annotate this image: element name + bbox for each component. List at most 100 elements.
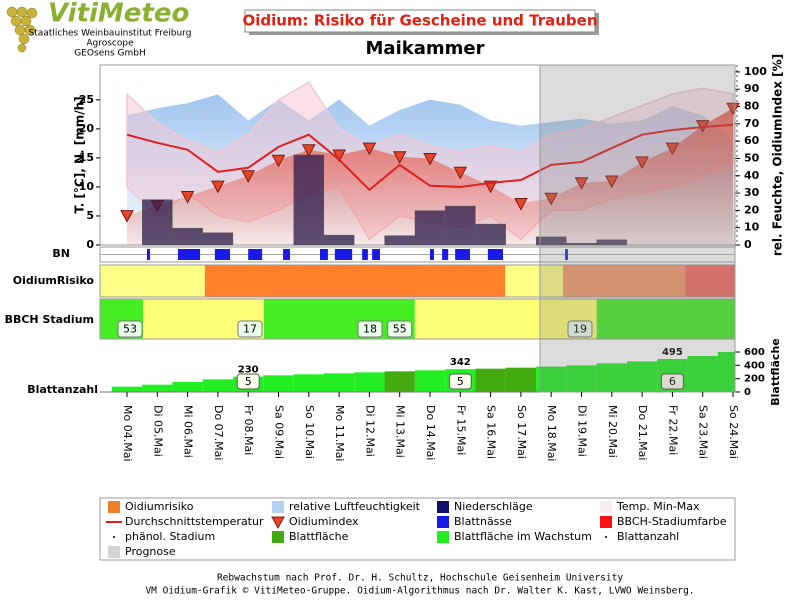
legend-label: Blattanzahl <box>617 530 679 543</box>
precip-bar <box>596 239 628 246</box>
leaf-area-label: 342 <box>450 357 471 368</box>
legend-label: Durchschnittstemperatur <box>125 515 264 528</box>
index-marker <box>301 144 316 157</box>
legend-label: Oidiumindex <box>289 515 359 528</box>
y2-axis-label: rel. Feuchte, OidiumIndex [%] <box>771 54 785 256</box>
y2-tick-label: 30 <box>744 186 760 199</box>
org-line: Agroscope <box>86 39 134 49</box>
row-label: BBCH Stadium <box>5 313 94 326</box>
y-tick-label: 15 <box>79 151 94 164</box>
leaf-area-bar <box>384 371 415 392</box>
org-line: GEOsens GmbH <box>74 49 145 59</box>
risk-segment <box>685 265 736 297</box>
precip-bar <box>566 243 597 246</box>
chart-subtitle: Maikammer <box>366 38 485 59</box>
index-marker <box>574 177 589 190</box>
x-tick-label: Do 07.Mai <box>212 405 225 460</box>
leaf-area-label: 495 <box>662 347 683 358</box>
leaf-wetness <box>320 249 328 260</box>
chart-title: Oidium: Risiko für Gescheine und Trauben <box>242 12 597 30</box>
index-marker <box>604 175 619 189</box>
y2-tick-label: 90 <box>744 82 760 95</box>
row-label: BN <box>52 247 70 260</box>
y-tick-label: 10 <box>79 180 95 193</box>
legend-label: relative Luftfeuchtigkeit <box>289 500 421 513</box>
bbch-segment <box>596 299 736 339</box>
leaf-wetness <box>283 249 291 260</box>
leaf-tick-label: 200 <box>744 374 765 385</box>
stage-box <box>117 320 143 338</box>
leaf-count: 6 <box>669 375 676 388</box>
leaf-tick-label: 400 <box>744 360 765 371</box>
x-tick-label: Di 05.Mai <box>151 405 164 457</box>
footer-line: Rebwachstum nach Prof. Dr. H. Schultz, H… <box>217 573 623 584</box>
stage-box <box>357 320 383 338</box>
stage-label: 53 <box>123 323 137 336</box>
precip-bar <box>323 234 355 246</box>
leaf-area-bar <box>596 363 627 392</box>
legend-swatch <box>600 501 612 513</box>
legend-swatch <box>272 531 284 543</box>
y2-tick-label: 10 <box>744 221 760 234</box>
y2-tick-label: 60 <box>744 134 760 147</box>
x-tick-label: Fr 08.Mai <box>242 405 255 455</box>
legend-label: Oidiumrisiko <box>125 500 194 513</box>
leaf-area-bar <box>414 370 446 392</box>
legend-swatch <box>113 536 115 538</box>
y-tick-label: 5 <box>86 209 94 222</box>
x-tick-label: Mo 04.Mai <box>121 405 134 462</box>
index-marker <box>392 151 407 164</box>
bbch-segment <box>414 299 597 339</box>
y-tick-label: 0 <box>86 238 94 251</box>
legend-label: Niederschläge <box>454 500 533 513</box>
leaf-count-box <box>660 373 684 390</box>
leaf-wetness <box>565 249 568 260</box>
leaf-area-bar <box>475 368 506 392</box>
leaf-area-bar <box>293 374 324 392</box>
x-tick-label: Sa 23.Mai <box>697 405 710 459</box>
leaf-axis-label: Blattfläche <box>769 338 782 405</box>
stage-box <box>237 320 263 338</box>
leaf-wetness <box>177 249 201 260</box>
temp-line <box>126 123 734 192</box>
x-tick-label: Di 12.Mai <box>363 405 376 457</box>
x-tick-label: Do 14.Mai <box>424 405 437 460</box>
legend-swatch <box>600 516 612 528</box>
leaf-wetness <box>214 249 231 260</box>
x-tick-label: Mi 13.Mai <box>394 405 407 458</box>
forecast-overlay <box>539 64 736 393</box>
legend-swatch <box>437 516 449 528</box>
leaf-wetness <box>430 249 434 260</box>
leaf-wetness <box>146 249 151 260</box>
leaf-count-box <box>448 373 472 390</box>
stage-label: 17 <box>243 323 257 336</box>
leaf-wetness <box>455 249 470 260</box>
leaf-area-bar <box>566 365 597 392</box>
x-tick-label: Mo 18.Mai <box>545 405 558 462</box>
legend-swatch <box>108 546 120 558</box>
x-tick-label: So 17.Mai <box>515 405 528 459</box>
y2-tick-label: 80 <box>744 100 760 113</box>
title-box <box>244 9 596 33</box>
x-tick-label: Mi 06.Mai <box>182 405 195 458</box>
precip-bar <box>172 227 203 246</box>
y-tick-label: 25 <box>79 93 94 106</box>
org-line: Staatliches Weinbauinstitut Freiburg <box>29 29 192 39</box>
x-tick-label: Sa 16.Mai <box>485 405 498 459</box>
leaf-count-box <box>236 373 260 390</box>
x-tick-label: Mo 11.Mai <box>333 405 346 462</box>
precip-bar <box>445 205 476 246</box>
legend-label: Temp. Min-Max <box>616 500 700 513</box>
index-marker <box>544 192 559 206</box>
legend-swatch <box>437 531 449 543</box>
index-marker <box>271 154 286 168</box>
legend-label: Prognose <box>125 545 176 558</box>
y2-tick-label: 70 <box>744 117 760 130</box>
risk-segment <box>563 265 686 297</box>
precip-bar <box>535 236 567 246</box>
legend-swatch <box>605 536 607 538</box>
risk-segment <box>100 265 205 297</box>
index-marker <box>726 102 740 116</box>
row-label: OidiumRisiko <box>13 274 95 287</box>
